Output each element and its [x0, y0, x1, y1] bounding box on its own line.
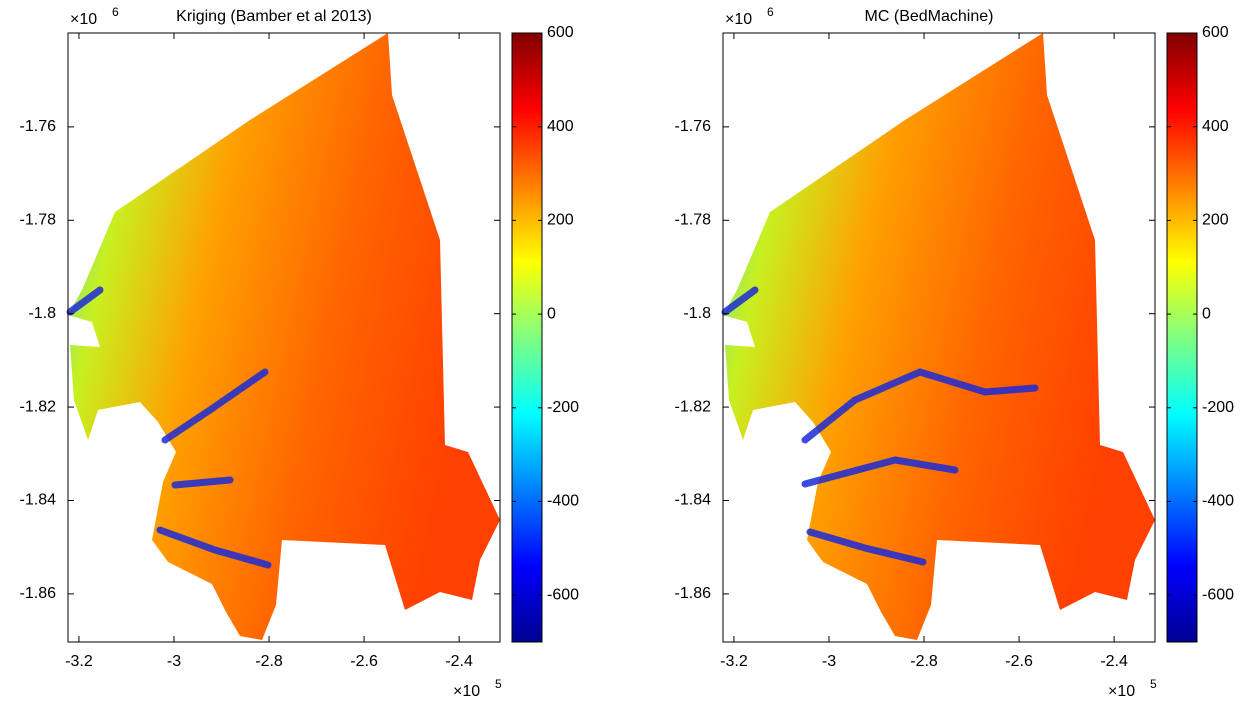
map-channel	[806, 528, 927, 566]
y-tick-label: -1.76	[20, 118, 57, 135]
x-tick-label: -3.2	[720, 653, 748, 670]
axes-frame	[722, 32, 1156, 643]
colorbar	[511, 32, 543, 643]
x-multiplier: ×10	[1108, 683, 1135, 700]
chart-title: MC (BedMachine)	[865, 8, 994, 25]
colorbar-tick-label: 400	[547, 118, 574, 135]
colorbar-tick-label: -200	[547, 399, 579, 416]
axes-frame	[67, 32, 501, 643]
map-field	[68, 33, 500, 640]
colorbar-tick-label: 0	[547, 305, 556, 322]
x-tick-label: -2.8	[255, 653, 283, 670]
colorbar-tick-label: 600	[1202, 24, 1229, 41]
y-tick-label: -1.82	[20, 398, 57, 415]
y-tick-label: -1.82	[675, 398, 712, 415]
map-channel	[161, 368, 269, 444]
x-tick-label: -3.2	[65, 653, 93, 670]
colorbar-tick-label: -200	[1202, 399, 1234, 416]
y-tick-label: -1.78	[675, 211, 712, 228]
y-multiplier-exponent: 6	[112, 5, 119, 19]
y-tick-label: -1.8	[683, 305, 711, 322]
map-channel	[721, 286, 759, 316]
colorbar-tick-label: 400	[1202, 118, 1229, 135]
colorbar-tick-label: -600	[1202, 586, 1234, 603]
x-tick-label: -2.6	[350, 653, 378, 670]
map-channel	[66, 286, 104, 316]
colorbar-tick-label: -400	[547, 493, 579, 510]
colorbar-tick-label: -600	[547, 586, 579, 603]
y-tick-label: -1.86	[20, 585, 57, 602]
x-tick-label: -3	[167, 653, 181, 670]
y-tick-label: -1.86	[675, 585, 712, 602]
colorbar	[1166, 32, 1198, 643]
y-tick-label: -1.76	[675, 118, 712, 135]
x-tick-label: -2.6	[1005, 653, 1033, 670]
colorbar-tick-label: 0	[1202, 305, 1211, 322]
x-tick-label: -3	[822, 653, 836, 670]
colorbar-tick-label: 600	[547, 24, 574, 41]
y-multiplier-exponent: 6	[767, 5, 774, 19]
map-channel	[801, 456, 959, 488]
chart-title: Kriging (Bamber et al 2013)	[176, 8, 372, 25]
y-multiplier: ×10	[70, 11, 97, 28]
y-tick-label: -1.78	[20, 211, 57, 228]
map-field	[723, 33, 1155, 640]
map-panel	[66, 33, 500, 640]
x-multiplier-exponent: 5	[495, 677, 502, 691]
map-channel	[171, 476, 234, 489]
y-tick-label: -1.84	[20, 492, 57, 509]
colorbar-tick-label: 200	[547, 212, 574, 229]
colorbar-tick-label: -400	[1202, 493, 1234, 510]
x-tick-label: -2.8	[910, 653, 938, 670]
x-tick-label: -2.4	[445, 653, 473, 670]
x-multiplier: ×10	[453, 683, 480, 700]
y-multiplier: ×10	[725, 11, 752, 28]
map-channel	[156, 526, 272, 569]
x-tick-label: -2.4	[1100, 653, 1128, 670]
colorbar-tick-label: 200	[1202, 212, 1229, 229]
y-tick-label: -1.84	[675, 492, 712, 509]
map-panel	[721, 33, 1155, 640]
y-tick-label: -1.8	[28, 305, 56, 322]
map-channel	[801, 368, 1039, 444]
x-multiplier-exponent: 5	[1150, 677, 1157, 691]
